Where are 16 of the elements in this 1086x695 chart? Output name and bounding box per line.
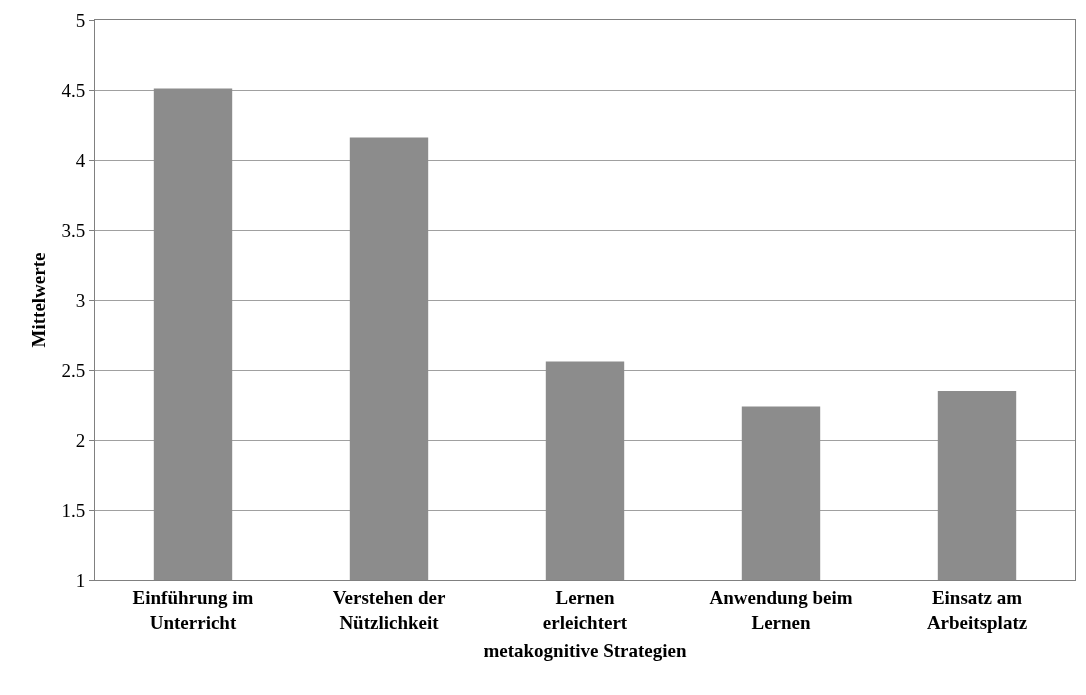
y-tick-label: 3.5 bbox=[61, 219, 86, 241]
y-tick-label: 1 bbox=[75, 569, 86, 591]
y-tick-label: 4.5 bbox=[61, 79, 86, 101]
x-tick-label: Anwendung beim Lernen bbox=[709, 586, 853, 633]
x-tick-label: Einsatz am Arbeitsplatz bbox=[926, 586, 1028, 633]
y-tick-label: 3 bbox=[75, 289, 86, 311]
x-tick-label: Einführung im Unterricht bbox=[132, 586, 254, 633]
y-axis-title: Mittelwerte bbox=[28, 252, 50, 348]
x-tick-label: Verstehen der Nützlichkeit bbox=[332, 586, 446, 633]
y-tick-label: 4 bbox=[75, 149, 86, 171]
y-tick-label: 2 bbox=[75, 429, 86, 451]
x-axis-title: metakognitive Strategien bbox=[483, 640, 688, 662]
y-tick-label: 1.5 bbox=[61, 499, 86, 521]
y-tick-label: 2.5 bbox=[61, 359, 86, 381]
y-tick-label: 5 bbox=[75, 9, 86, 31]
x-tick-label: Lernen erleichtert bbox=[542, 586, 628, 633]
